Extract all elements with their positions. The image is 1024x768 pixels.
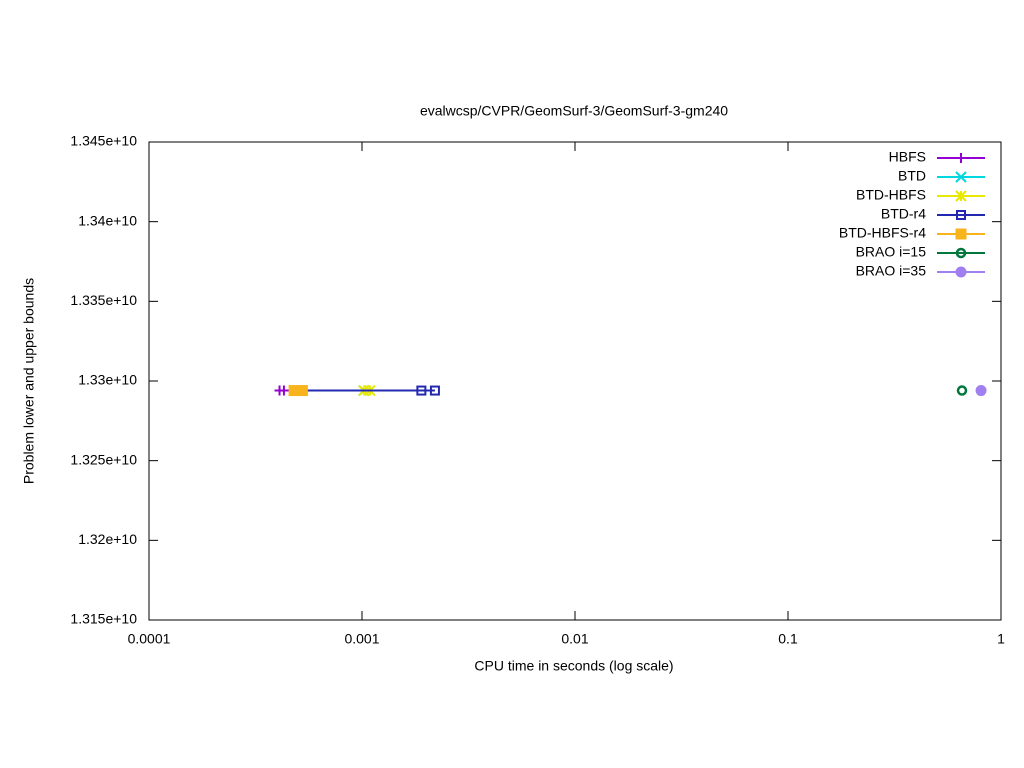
y-tick-label: 1.34e+10 [78,212,137,228]
marker [956,385,968,396]
marker [296,385,308,397]
legend-marker [955,190,967,202]
legend-label: HBFS [889,149,926,165]
legend-label: BTD-HBFS [856,187,926,203]
x-tick-label: 1 [997,631,1005,647]
legend-label: BRAO i=35 [856,263,927,279]
plot-frame [148,141,1002,621]
marker [278,385,289,396]
legend-marker [955,228,967,240]
y-tick-label: 1.315e+10 [70,611,137,627]
marker [975,385,987,397]
legend-label: BRAO i=15 [856,244,927,260]
y-tick-label: 1.345e+10 [70,133,137,149]
marker [416,385,427,396]
marker [429,385,440,396]
legend-marker [956,153,966,163]
legend-label: BTD-r4 [881,206,926,222]
legend-label: BTD-HBFS-r4 [839,225,926,241]
y-axis-label: Problem lower and upper bounds [21,278,37,484]
x-tick-label: 0.0001 [128,631,171,647]
chart-title: evalwcsp/CVPR/GeomSurf-3/GeomSurf-3-gm24… [420,103,728,119]
legend-marker [955,266,967,278]
x-tick-label: 0.001 [344,631,379,647]
legend-marker [955,247,967,259]
y-tick-label: 1.33e+10 [78,372,137,388]
legend-marker [955,171,967,183]
x-tick-label: 0.1 [778,631,798,647]
y-tick-label: 1.32e+10 [78,531,137,547]
x-tick-label: 0.01 [561,631,588,647]
legend-label: BTD [898,168,926,184]
y-tick-label: 1.335e+10 [70,292,137,308]
y-tick-label: 1.325e+10 [70,451,137,467]
x-axis-label: CPU time in seconds (log scale) [474,658,673,674]
legend-marker [956,210,966,220]
